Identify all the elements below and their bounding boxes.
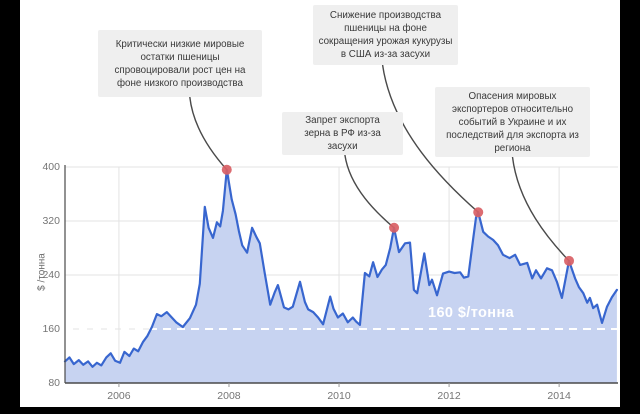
x-tick-label: 2010	[327, 390, 351, 402]
letterbox-bottom	[0, 407, 640, 414]
annotation-text: Снижение производства пшеницы на фоне сокр…	[318, 10, 453, 60]
callout-connector	[511, 156, 570, 262]
x-tick-label: 2006	[107, 390, 131, 402]
event-marker-dot	[564, 255, 575, 266]
reference-line-label: 160 $/тонна	[428, 305, 515, 321]
event-marker-dot	[221, 164, 232, 175]
y-tick-label: 160	[42, 323, 60, 335]
y-tick-label: 320	[42, 215, 60, 227]
annotation-text: Запрет экспорта зерна в РФ из-за засухи	[304, 115, 381, 152]
annotation-text: Опасения мировых экспортеров относительно…	[446, 90, 579, 154]
y-tick-label: 400	[42, 161, 60, 173]
x-tick-label: 2012	[437, 390, 461, 402]
annotation-box: Опасения мировых экспортеров относительно…	[435, 87, 590, 157]
x-tick-label: 2008	[217, 390, 241, 402]
event-marker-dot	[389, 222, 400, 233]
callout-connector	[381, 64, 479, 213]
y-tick-label: 80	[48, 377, 60, 389]
price-line	[63, 168, 618, 368]
callout-connector	[344, 154, 395, 229]
annotation-box: Снижение производства пшеницы на фоне сокр…	[313, 5, 458, 65]
letterbox-left	[0, 0, 20, 414]
annotation-box: Запрет экспорта зерна в РФ из-за засухи	[282, 112, 403, 155]
y-axis-title: $ /тонна	[36, 253, 48, 291]
annotation-text: Критически низкие мировые остатки пшеницы…	[114, 38, 246, 89]
annotation-box: Критически низкие мировые остатки пшеницы…	[98, 30, 262, 97]
letterbox-right	[620, 0, 640, 414]
y-tick-label: 240	[42, 269, 60, 281]
event-marker-dot	[473, 207, 484, 218]
callout-connector	[189, 96, 228, 171]
x-tick-label: 2014	[547, 390, 571, 402]
